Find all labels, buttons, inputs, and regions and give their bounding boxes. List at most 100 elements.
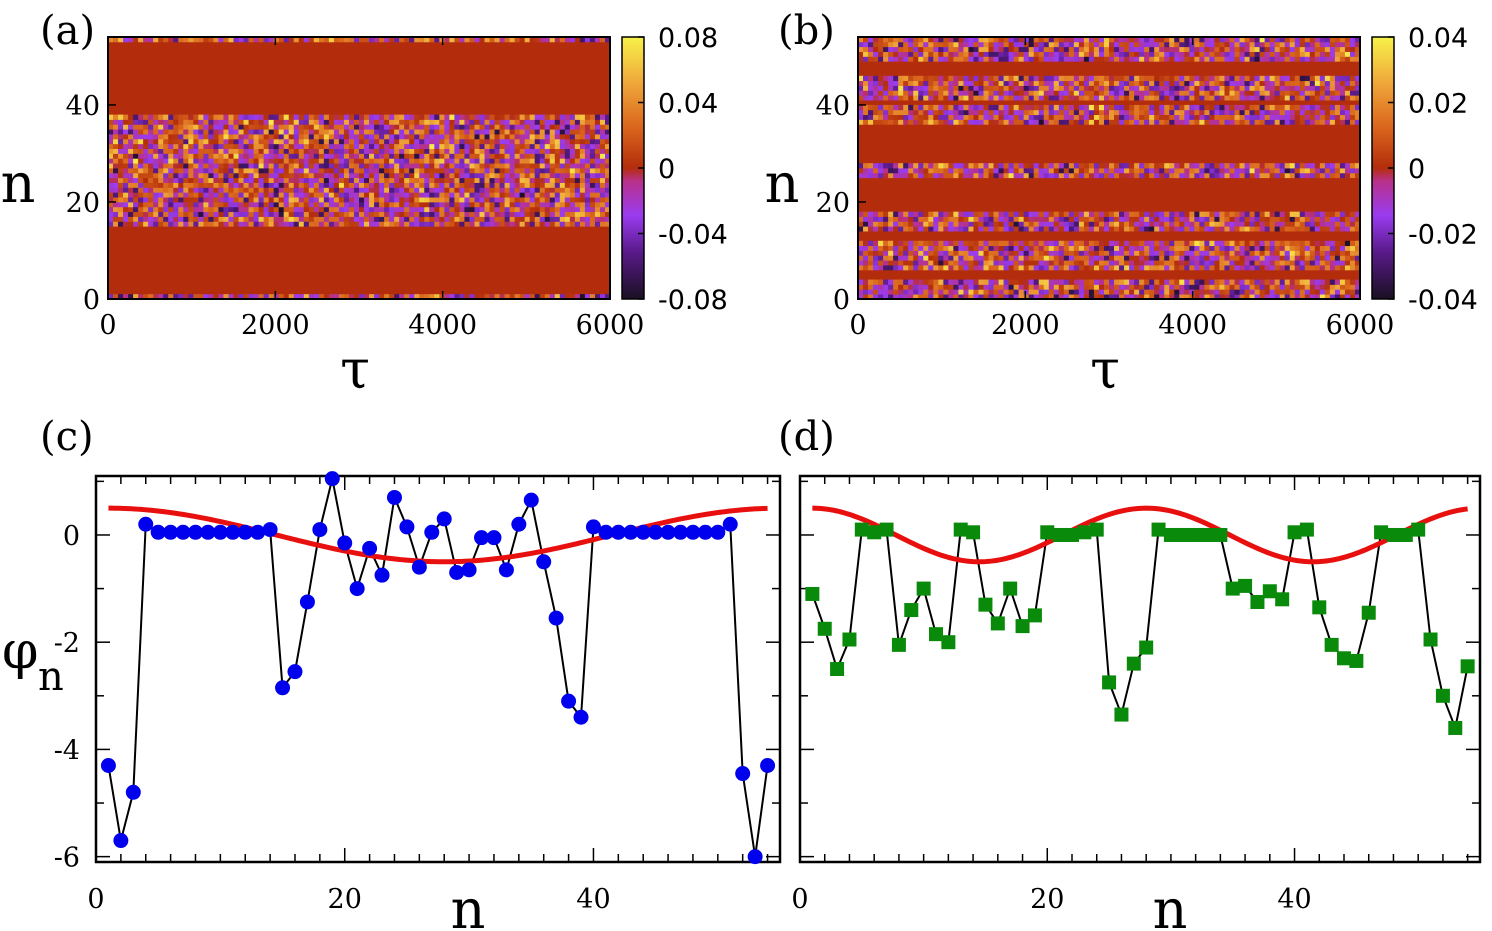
heatmap-cell — [1324, 260, 1331, 266]
heatmap-cell — [459, 37, 465, 43]
heatmap-cell — [878, 294, 884, 300]
heatmap-cell — [569, 197, 576, 203]
heatmap-cell — [1324, 279, 1331, 285]
heatmap-cell — [419, 187, 425, 193]
heatmap-cell — [1239, 279, 1245, 285]
heatmap-cell — [298, 221, 305, 227]
heatmap-cell — [509, 187, 516, 193]
heatmap-cell — [1349, 163, 1356, 169]
heatmap-cell — [328, 294, 335, 300]
heatmap-cell — [133, 134, 139, 140]
heatmap-cell — [333, 211, 340, 217]
heatmap-cell — [444, 187, 450, 193]
heatmap-cell — [1339, 279, 1346, 285]
heatmap-cell — [474, 148, 480, 154]
heatmap-cell — [1284, 245, 1291, 251]
heatmap-cell — [1179, 95, 1185, 101]
heatmap-cell — [1134, 216, 1140, 222]
heatmap-cell — [449, 201, 455, 208]
heatmap-cell — [1269, 260, 1276, 266]
heatmap-cell — [539, 187, 546, 193]
heatmap-cell — [183, 119, 189, 125]
heatmap-cell — [379, 206, 385, 213]
heatmap-cell — [278, 129, 285, 135]
heatmap-cell — [1013, 240, 1020, 247]
heatmap-cell — [1184, 250, 1190, 256]
heatmap-cell — [283, 221, 290, 227]
heatmap-cell — [584, 134, 591, 140]
heatmap-cell — [479, 119, 485, 125]
heatmap-cell — [1058, 260, 1065, 266]
heatmap-cell — [569, 148, 576, 154]
heatmap-cell — [1098, 260, 1105, 266]
heatmap-cell — [968, 172, 974, 179]
heatmap-cell — [479, 216, 485, 222]
heatmap-cell — [278, 124, 285, 130]
heatmap-cell — [943, 284, 949, 290]
heatmap-cell — [489, 294, 495, 300]
heatmap-cell — [1349, 250, 1356, 256]
heatmap-cell — [918, 168, 924, 174]
heatmap-cell — [228, 114, 234, 120]
heatmap-cell — [594, 201, 601, 208]
heatmap-cell — [404, 37, 410, 43]
heatmap-cell — [1224, 211, 1230, 217]
heatmap-cell — [113, 158, 119, 164]
heatmap-cell — [1139, 109, 1145, 116]
heatmap-cell — [514, 138, 521, 145]
heatmap-cell — [173, 158, 179, 164]
heatmap-cell — [1294, 289, 1301, 295]
heatmap-cell — [1164, 109, 1170, 116]
x-tick-label: 4000 — [408, 310, 477, 341]
heatmap-cell — [993, 265, 999, 271]
heatmap-cell — [1279, 114, 1286, 120]
heatmap-cell — [133, 221, 139, 227]
heatmap-cell — [1339, 95, 1346, 101]
heatmap-cell — [313, 187, 320, 193]
heatmap-cell — [1003, 90, 1009, 96]
heatmap-cell — [524, 294, 531, 300]
heatmap-cell — [303, 138, 310, 145]
heatmap-cell — [1324, 294, 1331, 300]
heatmap-cell — [1008, 284, 1015, 290]
heatmap-cell — [594, 163, 601, 169]
heatmap-cell — [429, 148, 435, 154]
heatmap-cell — [298, 182, 305, 188]
heatmap-cell — [469, 124, 475, 130]
heatmap-cell — [574, 187, 581, 193]
heatmap-cell — [338, 124, 345, 130]
heatmap-cell — [1299, 289, 1306, 295]
heatmap-cell — [1159, 109, 1165, 116]
heatmap-cell — [524, 221, 531, 227]
heatmap-cell — [893, 284, 899, 290]
heatmap-cell — [313, 168, 320, 174]
heatmap-cell — [158, 177, 164, 183]
heatmap-cell — [559, 119, 566, 125]
heatmap-cell — [128, 206, 134, 213]
heatmap-cell — [569, 114, 576, 120]
heatmap-cell — [238, 148, 244, 154]
heatmap-cell — [1083, 265, 1090, 271]
heatmap-cell — [1073, 245, 1080, 251]
heatmap-cell — [1239, 289, 1245, 295]
heatmap-cell — [128, 134, 134, 140]
heatmap-cell — [863, 279, 869, 285]
heatmap-cell — [238, 211, 244, 217]
heatmap-cell — [268, 216, 275, 222]
heatmap-cell — [1139, 90, 1145, 96]
heatmap-cell — [1124, 250, 1130, 256]
heatmap-cell — [318, 138, 325, 145]
heatmap-cell — [594, 143, 601, 149]
heatmap-cell — [233, 124, 239, 130]
heatmap-cell — [353, 124, 360, 130]
heatmap-cell — [258, 37, 265, 43]
heatmap-cell — [313, 216, 320, 222]
heatmap-cell — [1013, 289, 1020, 295]
heatmap-cell — [263, 211, 270, 217]
heatmap-cell — [898, 114, 904, 120]
heatmap-cell — [908, 245, 914, 251]
heatmap-cell — [1294, 95, 1301, 101]
heatmap-cell — [1003, 109, 1009, 116]
heatmap-cell — [1139, 85, 1145, 91]
heatmap-cell — [1294, 172, 1301, 179]
